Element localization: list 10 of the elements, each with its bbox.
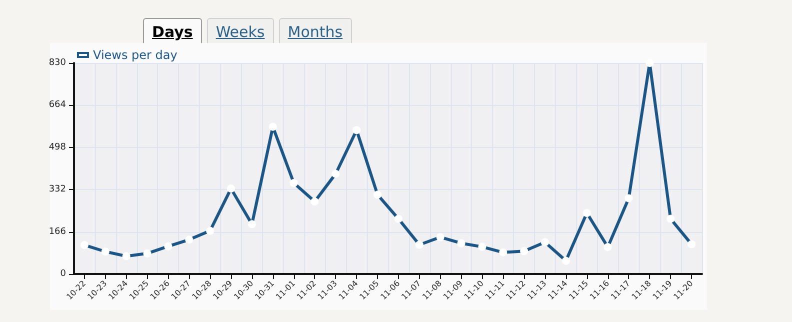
legend-label: Views per day [93,48,178,62]
y-tick-label: 664 [48,100,66,110]
y-tick-label: 498 [48,142,66,152]
text: Days [143,18,202,43]
y-tick-label: 830 [48,58,66,68]
text: Weeks [206,18,274,43]
y-tick-label: 332 [48,184,66,195]
y-tick-label: 166 [48,226,66,237]
text: Months [278,18,352,43]
y-tick-label: 0 [60,269,66,279]
